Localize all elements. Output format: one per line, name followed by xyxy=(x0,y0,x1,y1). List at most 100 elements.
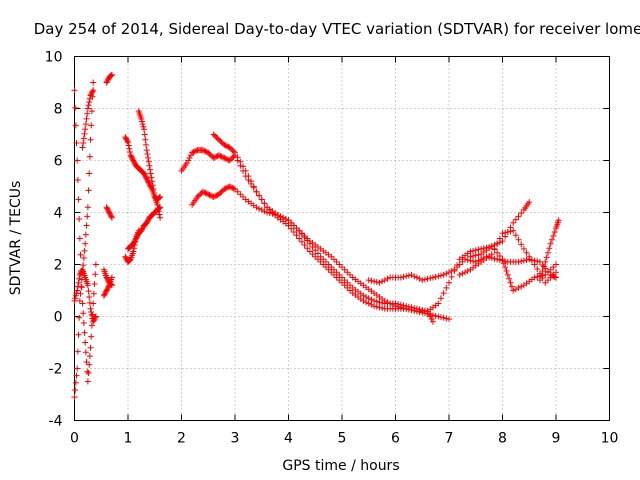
data-point xyxy=(86,299,93,306)
data-point xyxy=(261,200,268,207)
data-point xyxy=(82,240,89,247)
data-point xyxy=(553,274,559,281)
data-point xyxy=(496,235,503,242)
data-point xyxy=(88,333,95,340)
data-point xyxy=(84,282,91,289)
data-point xyxy=(470,253,477,260)
data-point xyxy=(336,271,343,278)
data-point xyxy=(230,153,237,160)
data-point xyxy=(538,272,545,279)
data-point xyxy=(141,171,148,178)
data-point xyxy=(90,79,97,86)
data-point xyxy=(504,271,511,278)
data-point xyxy=(222,185,229,192)
data-point xyxy=(205,149,212,156)
data-point xyxy=(155,195,162,202)
data-point xyxy=(126,145,133,152)
data-point xyxy=(146,162,153,169)
data-point xyxy=(221,186,228,193)
data-point xyxy=(84,110,91,117)
data-point xyxy=(510,287,517,294)
data-point xyxy=(309,251,316,258)
data-point xyxy=(282,216,289,222)
data-point xyxy=(199,147,206,154)
data-point xyxy=(437,272,444,279)
data-point xyxy=(203,190,210,197)
data-point xyxy=(304,245,311,252)
data-point xyxy=(403,273,410,280)
data-point xyxy=(83,359,90,365)
data-point xyxy=(456,271,463,278)
data-point xyxy=(491,255,498,262)
data-point xyxy=(207,152,214,159)
data-point xyxy=(298,238,305,245)
data-point xyxy=(446,316,452,323)
data-point xyxy=(186,154,193,161)
data-point xyxy=(223,143,230,150)
data-point xyxy=(183,160,190,167)
x-axis-label: GPS time / hours xyxy=(282,458,399,474)
y-tick-label: 2 xyxy=(54,258,63,274)
data-point xyxy=(462,256,469,263)
data-point xyxy=(467,248,474,255)
data-point xyxy=(518,241,525,248)
series-track-early-spikes-h xyxy=(103,204,115,221)
data-point xyxy=(504,229,511,235)
data-point xyxy=(80,139,87,146)
data-point xyxy=(341,282,348,289)
data-point xyxy=(82,339,89,346)
data-point xyxy=(226,144,233,151)
data-point xyxy=(193,147,200,154)
data-point xyxy=(122,255,129,261)
data-point xyxy=(234,188,241,195)
data-point xyxy=(544,277,551,284)
data-point xyxy=(157,204,164,211)
data-point xyxy=(333,269,340,276)
data-point xyxy=(546,245,553,252)
data-point xyxy=(82,231,89,238)
data-point xyxy=(207,192,214,199)
data-point xyxy=(250,183,257,190)
data-point xyxy=(103,79,110,86)
data-point xyxy=(199,188,206,195)
data-point xyxy=(190,149,197,156)
data-point xyxy=(139,225,146,232)
data-point xyxy=(371,278,378,285)
data-point xyxy=(215,191,222,198)
data-point xyxy=(325,266,332,273)
data-point xyxy=(76,275,83,282)
data-point xyxy=(215,152,222,159)
data-point xyxy=(330,271,337,278)
data-point xyxy=(314,256,321,263)
data-point xyxy=(515,258,522,265)
data-point xyxy=(135,227,142,234)
data-point xyxy=(341,266,348,273)
data-point xyxy=(540,263,547,270)
data-point xyxy=(347,271,354,278)
data-point xyxy=(88,312,95,319)
x-tick-label: 5 xyxy=(338,431,347,447)
data-point xyxy=(72,386,79,393)
data-point xyxy=(129,156,136,163)
data-point xyxy=(72,295,79,302)
data-point xyxy=(403,305,410,312)
series-track-one-hour-d xyxy=(125,227,142,252)
data-point xyxy=(72,292,79,299)
data-point xyxy=(459,258,466,265)
data-point xyxy=(411,273,418,280)
data-point xyxy=(79,300,86,307)
data-point xyxy=(229,147,236,154)
data-point xyxy=(296,227,303,234)
y-axis-label: SDTVAR / TECUs xyxy=(8,181,24,296)
x-tick-label: 8 xyxy=(498,431,507,447)
data-point xyxy=(84,204,91,211)
data-point xyxy=(75,196,82,203)
data-point xyxy=(221,141,228,148)
data-point xyxy=(515,284,522,291)
data-point xyxy=(547,240,554,247)
data-point xyxy=(448,268,455,274)
data-point xyxy=(314,250,321,257)
x-tick-label: 6 xyxy=(391,431,400,447)
data-point xyxy=(502,229,509,236)
